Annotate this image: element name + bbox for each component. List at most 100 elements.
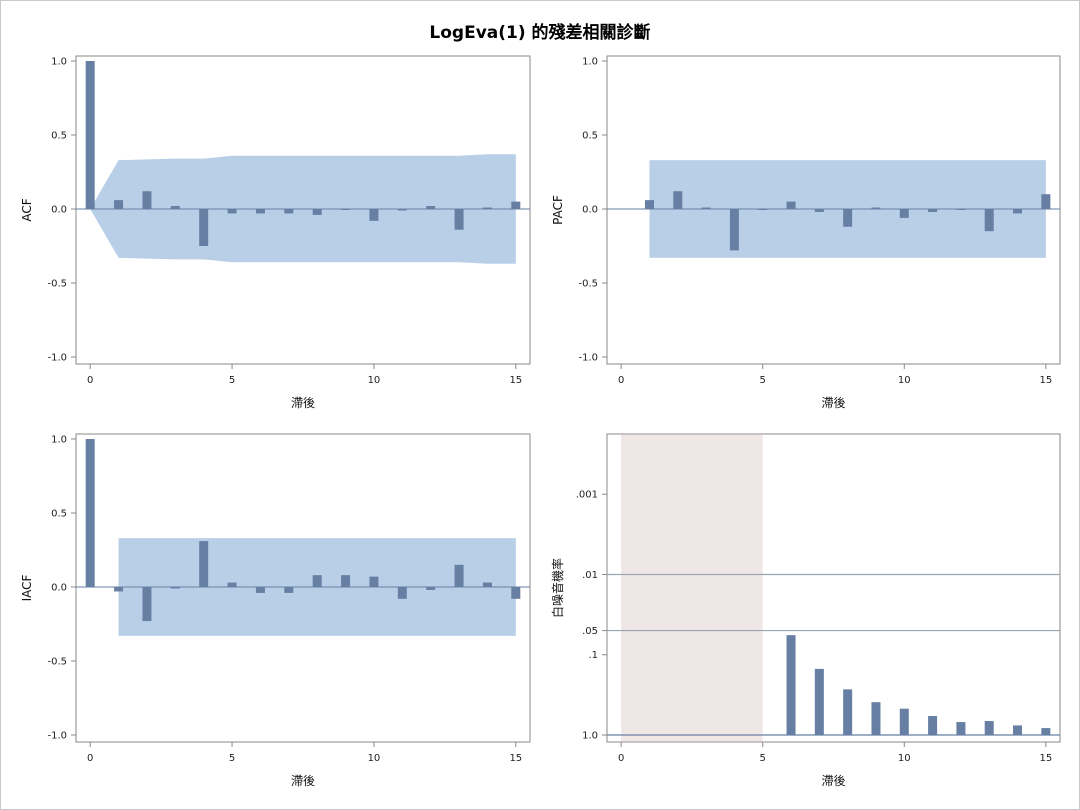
pvalue-bar-lag-12: [956, 722, 966, 735]
pvalue-bar-lag-9: [871, 702, 881, 735]
iacf-xtick-label-0: 0: [87, 753, 93, 764]
pacf-bar-lag-6: [786, 201, 796, 209]
pvalue-bar-lag-14: [1013, 725, 1023, 735]
acf-bar-lag-0: [85, 61, 95, 209]
pacf-xtick-label-1: 5: [760, 375, 766, 386]
pacf-xaxis-label: 滯後: [821, 396, 845, 410]
acf-bar-lag-2: [142, 191, 152, 209]
iacf-bar-lag-7: [284, 587, 294, 593]
pacf-xtick-label-3: 15: [1039, 375, 1052, 386]
iacf-bar-lag-9: [341, 575, 351, 587]
iacf-bar-lag-13: [454, 564, 464, 587]
acf-bar-lag-1: [114, 200, 124, 209]
acf-xtick-label-2: 10: [368, 375, 381, 386]
iacf-bar-lag-6: [255, 587, 265, 593]
acf-bar-lag-14: [482, 207, 492, 209]
pacf-bar-lag-8: [843, 209, 853, 227]
pvalue-bar-lag-10: [899, 708, 909, 735]
pacf-bar-lag-2: [673, 191, 683, 209]
iacf-bar-lag-10: [369, 576, 379, 587]
whitenoise-ytick-label-4: 1.0: [582, 731, 598, 742]
acf-ytick-label-2: 0.0: [51, 205, 67, 216]
pvalue-bar-lag-15: [1041, 728, 1051, 735]
whitenoise-xtick-label-1: 5: [760, 753, 766, 764]
whitenoise-xaxis-label: 滯後: [821, 774, 845, 788]
pacf-bar-lag-5: [758, 209, 768, 210]
whitenoise-shaded-region: [621, 435, 763, 741]
acf-bar-lag-10: [369, 209, 379, 221]
pacf-xtick-label-2: 10: [898, 375, 911, 386]
iacf-bar-lag-4: [199, 541, 209, 587]
acf-ytick-label-4: -1.0: [47, 353, 67, 364]
iacf-ytick-label-4: -1.0: [47, 731, 67, 742]
whitenoise-ytick-label-3: .1: [588, 650, 598, 661]
iacf-yaxis-label: IACF: [20, 574, 34, 601]
iacf-bar-lag-12: [426, 587, 436, 590]
iacf-xaxis-label: 滯後: [291, 774, 315, 788]
iacf-bar-lag-11: [397, 587, 407, 599]
pacf-ytick-label-1: 0.5: [582, 131, 598, 142]
whitenoise-xtick-label-2: 10: [898, 753, 911, 764]
iacf-ytick-label-0: 1.0: [51, 435, 67, 446]
acf-bar-lag-5: [227, 209, 237, 214]
iacf-ytick-label-3: -0.5: [47, 657, 67, 668]
pacf-ytick-label-0: 1.0: [582, 57, 598, 68]
pacf-bar-lag-12: [956, 209, 966, 210]
pacf-bar-lag-9: [871, 207, 881, 209]
acf-bar-lag-6: [255, 209, 265, 214]
pvalue-bar-lag-13: [984, 721, 994, 735]
pacf-bar-lag-11: [928, 209, 938, 212]
whitenoise-xtick-label-0: 0: [618, 753, 624, 764]
iacf-ytick-label-1: 0.5: [51, 509, 67, 520]
pvalue-bar-lag-7: [814, 668, 824, 735]
pacf-bar-lag-13: [984, 209, 994, 232]
acf-xaxis-label: 滯後: [291, 396, 315, 410]
iacf-bar-lag-2: [142, 587, 152, 622]
iacf-bar-lag-8: [312, 575, 322, 587]
chart-title: LogEva(1) 的殘差相關診斷: [429, 23, 651, 43]
iacf-bar-lag-14: [482, 582, 492, 587]
whitenoise-ytick-label-1: .01: [582, 570, 598, 581]
iacf-bar-lag-1: [114, 587, 124, 592]
pvalue-bar-lag-8: [843, 689, 853, 735]
acf-bar-lag-12: [426, 206, 436, 209]
acf-bar-lag-11: [397, 209, 407, 211]
acf-bar-lag-13: [454, 209, 464, 230]
whitenoise-xtick-label-3: 15: [1039, 753, 1052, 764]
pacf-ytick-label-4: -1.0: [578, 353, 598, 364]
pacf-bar-lag-1: [644, 200, 654, 209]
acf-yaxis-label: ACF: [20, 198, 34, 221]
iacf-xtick-label-3: 15: [509, 753, 522, 764]
iacf-xtick-label-1: 5: [229, 753, 235, 764]
iacf-bar-lag-0: [85, 439, 95, 587]
pacf-bar-lag-10: [899, 209, 909, 218]
pvalue-bar-lag-6: [786, 635, 796, 735]
acf-bar-lag-15: [511, 201, 521, 209]
acf-bar-lag-3: [170, 206, 180, 209]
iacf-bar-lag-5: [227, 582, 237, 587]
pacf-bar-lag-4: [729, 209, 739, 251]
whitenoise-ytick-label-0: .001: [576, 490, 598, 501]
iacf-panel: 1.0 0.5 0.0 -0.5 -1.0 0 5 10 15 滯後 IACF: [20, 433, 531, 788]
pacf-xtick-label-0: 0: [618, 375, 624, 386]
acf-ytick-label-1: 0.5: [51, 131, 67, 142]
pacf-bar-lag-14: [1013, 209, 1023, 214]
whitenoise-ytick-label-2: .05: [582, 626, 598, 637]
pacf-panel: 1.0 0.5 0.0 -0.5 -1.0 0 5 10 15 滯後 PACF: [551, 55, 1061, 410]
pacf-yaxis-label: PACF: [551, 195, 565, 225]
pacf-bar-lag-3: [701, 207, 711, 209]
pacf-bar-lag-15: [1041, 194, 1051, 209]
pacf-ytick-label-3: -0.5: [578, 279, 598, 290]
iacf-xtick-label-2: 10: [368, 753, 381, 764]
iacf-bar-lag-3: [170, 587, 180, 589]
iacf-bar-lag-15: [511, 587, 521, 599]
acf-bar-lag-7: [284, 209, 294, 214]
whitenoise-yaxis-label: 白噪音機率: [550, 558, 565, 618]
acf-bar-lag-9: [341, 209, 351, 210]
acf-xtick-label-0: 0: [87, 375, 93, 386]
acf-xtick-label-1: 5: [229, 375, 235, 386]
pacf-bar-lag-7: [814, 209, 824, 212]
pacf-ytick-label-2: 0.0: [582, 205, 598, 216]
acf-panel: 1.0 0.5 0.0 -0.5 -1.0 0 5 10 15 滯後 ACF: [20, 55, 531, 410]
